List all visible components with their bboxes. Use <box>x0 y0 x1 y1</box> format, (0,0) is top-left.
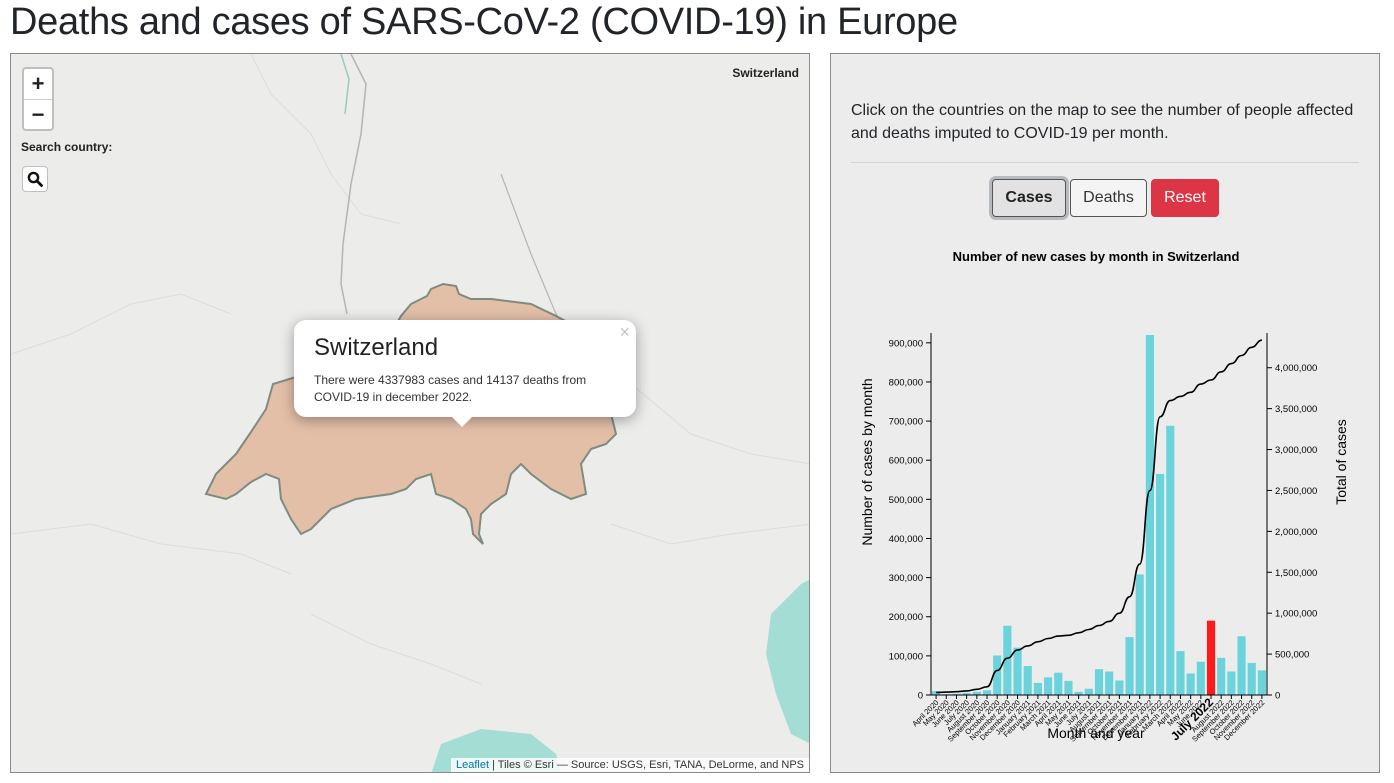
y2-tick-label: 0 <box>1275 691 1280 702</box>
y-tick-label: 100,000 <box>889 651 923 662</box>
bar-30[interactable] <box>1237 636 1246 695</box>
y2-tick-label: 4,000,000 <box>1275 363 1317 374</box>
chart-title: Number of new cases by month in Switzerl… <box>953 249 1240 264</box>
bar-3[interactable] <box>962 693 971 695</box>
y2-tick-label: 2,500,000 <box>1275 486 1317 497</box>
bar-23[interactable] <box>1166 425 1175 695</box>
bar-29[interactable] <box>1227 671 1236 695</box>
cases-button[interactable]: Cases <box>992 179 1066 217</box>
bar-25[interactable] <box>1186 673 1195 695</box>
bar-17[interactable] <box>1105 671 1114 695</box>
zoom-control: + − <box>22 67 54 131</box>
y-tick-label: 700,000 <box>889 417 923 428</box>
y-tick-label: 0 <box>918 691 923 702</box>
bars-group <box>932 335 1266 695</box>
bar-0[interactable] <box>932 691 941 695</box>
bar-28[interactable] <box>1217 657 1226 695</box>
bar-11[interactable] <box>1044 677 1053 695</box>
bar-5[interactable] <box>982 690 992 695</box>
bar-15[interactable] <box>1084 688 1093 695</box>
bar-24[interactable] <box>1176 651 1185 695</box>
reset-button[interactable]: Reset <box>1151 179 1219 217</box>
y-tick-label: 300,000 <box>889 573 923 584</box>
bar-32[interactable] <box>1257 670 1266 695</box>
y2-tick-label: 1,000,000 <box>1275 609 1317 620</box>
page-title: Deaths and cases of SARS-CoV-2 (COVID-19… <box>10 1 958 43</box>
popup-text: There were 4337983 cases and 14137 death… <box>314 373 587 404</box>
search-button[interactable] <box>22 166 48 192</box>
attribution-text: | Tiles © Esri — Source: USGS, Esri, TAN… <box>489 759 804 771</box>
y-tick-label: 800,000 <box>889 377 923 388</box>
deaths-button[interactable]: Deaths <box>1070 179 1147 217</box>
zoom-in-button[interactable]: + <box>31 71 45 96</box>
bar-10[interactable] <box>1033 682 1042 695</box>
bar-16[interactable] <box>1094 669 1104 695</box>
bar-6[interactable] <box>993 655 1002 695</box>
bar-22[interactable] <box>1156 473 1165 695</box>
popup-title: Switzerland <box>314 334 439 361</box>
y2-tick-label: 1,500,000 <box>1275 568 1317 579</box>
hover-country-label: Switzerland <box>732 66 799 80</box>
y2-tick-label: 3,500,000 <box>1275 404 1317 415</box>
popup-close-button[interactable]: × <box>619 322 630 342</box>
bar-9[interactable] <box>1023 666 1032 695</box>
bar-13[interactable] <box>1064 680 1073 695</box>
cases-chart: Number of new cases by month in Switzerl… <box>859 249 1349 744</box>
y-tick-label: 500,000 <box>889 495 923 506</box>
instructions-text: Click on the countries on the map to see… <box>851 102 1354 142</box>
y2-tick-label: 3,000,000 <box>1275 445 1317 456</box>
y2-axis-label: Total of cases <box>1333 419 1349 505</box>
y-tick-label: 200,000 <box>889 612 923 623</box>
map[interactable]: + − Search country: Switzerland × Switze… <box>10 53 810 773</box>
y2-tick-label: 2,000,000 <box>1275 527 1317 538</box>
zoom-out-button[interactable]: − <box>24 99 52 129</box>
bar-19[interactable] <box>1125 637 1134 695</box>
map-attribution: Leaflet | Tiles © Esri — Source: USGS, E… <box>450 758 809 772</box>
water-adriatic <box>766 580 809 743</box>
divider <box>851 162 1359 163</box>
search-label: Search country: <box>21 140 113 154</box>
bar-21[interactable] <box>1145 335 1154 695</box>
bar-2[interactable] <box>952 693 961 695</box>
bar-20[interactable] <box>1135 574 1144 695</box>
map-canvas[interactable] <box>11 54 810 773</box>
bar-4[interactable] <box>972 691 981 695</box>
bar-8[interactable] <box>1013 647 1022 695</box>
leaflet-link[interactable]: Leaflet <box>455 759 490 771</box>
y-tick-label: 900,000 <box>889 338 923 349</box>
bar-7[interactable] <box>1003 625 1012 695</box>
search-icon <box>27 171 43 187</box>
y2-tick-label: 500,000 <box>1275 650 1309 661</box>
bar-14[interactable] <box>1074 691 1083 695</box>
border-line <box>340 54 367 315</box>
country-popup: × Switzerland There were 4337983 cases a… <box>294 320 636 427</box>
bar-27[interactable] <box>1206 620 1216 695</box>
cumulative-line <box>936 339 1263 694</box>
bar-18[interactable] <box>1115 680 1124 695</box>
bar-26[interactable] <box>1196 661 1205 695</box>
bar-12[interactable] <box>1054 672 1063 695</box>
y-axis-label: Number of cases by month <box>859 378 875 545</box>
river <box>340 54 350 115</box>
y-tick-label: 600,000 <box>889 456 923 467</box>
bar-31[interactable] <box>1247 662 1256 695</box>
y-tick-label: 400,000 <box>889 534 923 545</box>
info-panel: Click on the countries on the map to see… <box>830 53 1380 773</box>
x-axis-label: Month and year <box>1047 725 1145 741</box>
